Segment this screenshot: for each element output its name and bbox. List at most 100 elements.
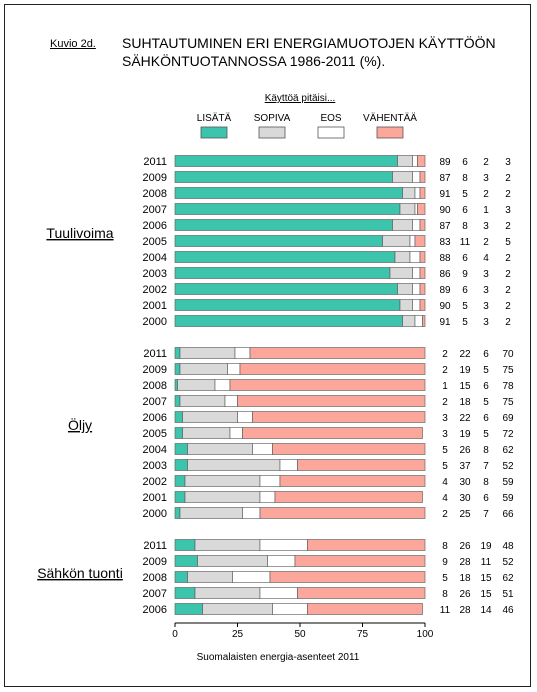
bar-segment — [242, 427, 423, 439]
bar-segment — [237, 411, 253, 423]
legend-swatch — [200, 126, 228, 139]
value-label: 11 — [481, 557, 492, 568]
bar-segment — [174, 507, 181, 519]
value-label: 3 — [505, 157, 511, 168]
legend-swatch — [317, 126, 345, 139]
bar-segment — [279, 475, 426, 487]
value-label: 72 — [502, 429, 514, 440]
value-label: 6 — [483, 381, 489, 392]
value-label: 22 — [459, 413, 471, 424]
value-label: 9 — [462, 269, 468, 280]
value-label: 5 — [442, 445, 448, 456]
value-label: 9 — [442, 557, 448, 568]
bar-segment — [174, 235, 383, 247]
value-label: 18 — [459, 397, 471, 408]
value-label: 2 — [505, 189, 511, 200]
year-label: 2007 — [143, 396, 167, 408]
value-label: 52 — [502, 461, 514, 472]
group-label: Sähkön tuonti — [37, 565, 123, 581]
value-label: 89 — [439, 285, 451, 296]
value-label: 51 — [502, 589, 514, 600]
group-label: Tuulivoima — [46, 225, 113, 241]
value-label: 5 — [442, 573, 448, 584]
year-label: 2009 — [143, 556, 167, 568]
year-label: 2001 — [143, 492, 167, 504]
bar-segment — [419, 267, 426, 279]
year-label: 2005 — [143, 236, 167, 248]
year-label: 2008 — [143, 188, 167, 200]
year-label: 2009 — [143, 172, 167, 184]
bar-segment — [179, 507, 243, 519]
year-label: 2005 — [143, 428, 167, 440]
year-label: 2000 — [143, 508, 167, 520]
bar-segment — [174, 203, 401, 215]
bar-segment — [274, 491, 423, 503]
bar-segment — [409, 251, 421, 263]
x-tick-label: 50 — [294, 629, 306, 640]
bar-segment — [174, 491, 186, 503]
year-label: 2004 — [143, 252, 167, 264]
value-label: 5 — [483, 365, 489, 376]
bar-segment — [307, 603, 423, 615]
bar-segment — [174, 251, 396, 263]
value-label: 90 — [439, 301, 451, 312]
bar-segment — [174, 411, 183, 423]
value-label: 30 — [459, 477, 471, 488]
value-label: 87 — [439, 221, 451, 232]
value-label: 11 — [440, 605, 451, 616]
bar-segment — [187, 443, 253, 455]
bar-segment — [174, 379, 178, 391]
value-label: 2 — [442, 365, 448, 376]
bar-segment — [182, 427, 231, 439]
year-label: 2003 — [143, 460, 167, 472]
bar-segment — [402, 315, 416, 327]
year-label: 2006 — [143, 412, 167, 424]
value-label: 11 — [460, 237, 471, 248]
bar-segment — [174, 427, 183, 439]
x-axis: 0 25 50 75 100 — [172, 622, 434, 640]
bar-segment — [259, 507, 426, 519]
value-label: 8 — [462, 221, 468, 232]
bar-segment — [174, 299, 401, 311]
value-label: 4 — [483, 253, 489, 264]
legend-label: VÄHENTÄÄ — [363, 112, 417, 124]
bar-segment — [279, 459, 298, 471]
bar-segment — [197, 555, 268, 567]
value-label: 66 — [502, 509, 514, 520]
value-label: 25 — [459, 509, 471, 520]
bar-segment — [412, 267, 421, 279]
bar-segment — [184, 475, 261, 487]
year-label: 2007 — [143, 588, 167, 600]
value-label: 19 — [459, 429, 471, 440]
bar-segment — [402, 187, 416, 199]
bar-segment — [252, 443, 273, 455]
value-label: 14 — [480, 605, 492, 616]
value-label: 5 — [462, 301, 468, 312]
year-label: 2006 — [143, 220, 167, 232]
value-label: 6 — [483, 413, 489, 424]
bar-segment — [389, 267, 413, 279]
legend-label: EOS — [320, 113, 341, 124]
value-label: 8 — [442, 541, 448, 552]
value-label: 3 — [442, 413, 448, 424]
value-label: 4 — [442, 477, 448, 488]
bar-segment — [234, 347, 251, 359]
value-label: 2 — [505, 269, 511, 280]
value-label: 70 — [502, 349, 514, 360]
bar-segment — [412, 283, 421, 295]
value-label: 2 — [442, 397, 448, 408]
value-label: 2 — [483, 157, 489, 168]
year-label: 2004 — [143, 444, 167, 456]
bar-segment — [174, 283, 398, 295]
legend-label: LISÄTÄ — [197, 112, 232, 124]
x-tick-label: 25 — [232, 629, 244, 640]
bar-segment — [414, 235, 426, 247]
value-label: 69 — [502, 413, 514, 424]
value-label: 37 — [459, 461, 471, 472]
value-label: 91 — [439, 189, 451, 200]
value-label: 7 — [483, 509, 489, 520]
bar-segment — [174, 571, 188, 583]
value-label: 30 — [459, 493, 471, 504]
